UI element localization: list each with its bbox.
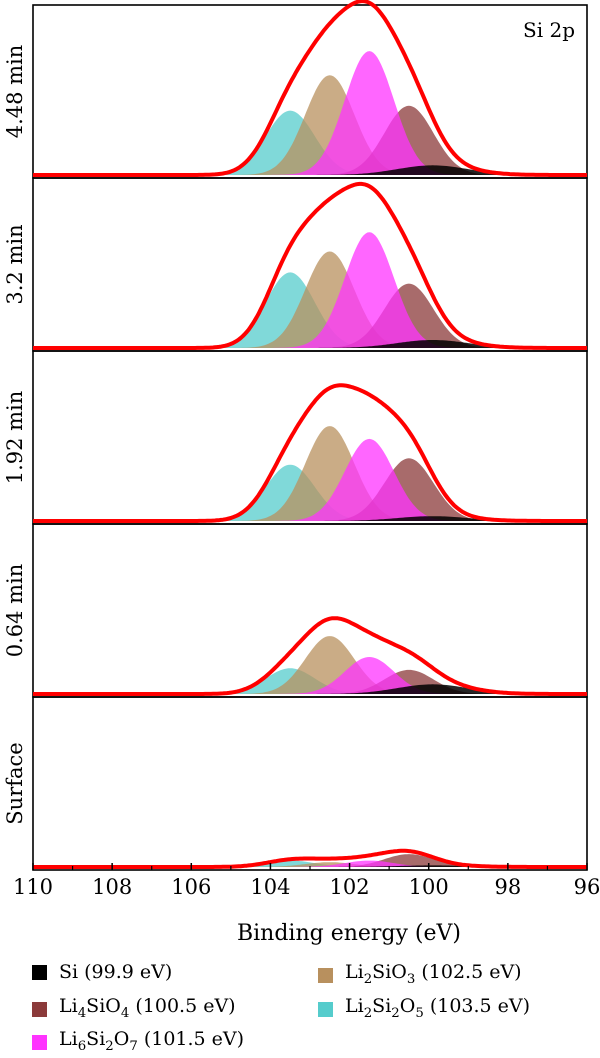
x-tick-label: 110	[13, 875, 53, 899]
panel-label: 0.64 min	[3, 564, 27, 658]
legend-label: Li6Si2O7 (101.5 eV)	[59, 1028, 245, 1054]
x-tick-label: 106	[171, 875, 211, 899]
legend-label: Si (99.9 eV)	[59, 961, 173, 983]
legend-swatch	[32, 1002, 47, 1018]
legend-swatch	[318, 968, 333, 984]
legend-item-li2si2o5: Li2Si2O5 (103.5 eV)	[318, 995, 530, 1025]
panel-frame	[32, 696, 588, 871]
panel-1: 4.48 min	[3, 0, 588, 179]
legend-label: Li2Si2O5 (103.5 eV)	[345, 995, 531, 1021]
peak-li2sio3	[33, 636, 587, 694]
x-axis-label: Binding energy (eV)	[237, 921, 461, 946]
peak-li2sio3	[33, 75, 587, 175]
panel-label: Surface	[3, 742, 27, 824]
peak-li4sio4	[33, 283, 587, 348]
panel-2: 3.2 min	[3, 177, 588, 352]
peak-li2sio3	[33, 251, 587, 348]
chart-title: Si 2p	[523, 18, 575, 42]
x-tick-label: 98	[494, 875, 521, 899]
legend-swatch	[32, 1035, 47, 1051]
peak-li2sio3	[33, 426, 587, 521]
panel-label: 4.48 min	[3, 45, 27, 139]
x-tick-label: 108	[92, 875, 132, 899]
envelope-line	[33, 0, 587, 177]
panel-5: Surface	[3, 696, 588, 871]
envelope-line	[33, 848, 587, 869]
peak-li4sio4	[33, 105, 587, 175]
x-tick-label: 100	[409, 875, 449, 899]
envelope-line	[33, 383, 587, 523]
x-tick-label: 104	[250, 875, 290, 899]
peak-li2sio3	[33, 862, 587, 867]
peak-si	[33, 165, 587, 175]
peak-si	[33, 516, 587, 521]
legend-swatch	[32, 964, 47, 980]
panel-3: 1.92 min	[3, 350, 588, 525]
panel-label: 1.92 min	[3, 391, 27, 485]
peak-si	[33, 340, 587, 348]
envelope-line	[33, 181, 587, 350]
x-tick-label: 96	[574, 875, 600, 899]
x-tick-label: 102	[330, 875, 370, 899]
legend-label: Li2SiO3 (102.5 eV)	[345, 961, 522, 987]
peak-si	[33, 865, 587, 867]
peak-li4sio4	[33, 458, 587, 521]
panel-label: 3.2 min	[3, 224, 27, 304]
legend-swatch	[318, 1002, 333, 1018]
panel-4: 0.64 min	[3, 523, 588, 698]
peak-si	[33, 684, 587, 694]
legend-item-li4sio4: Li4SiO4 (100.5 eV)	[32, 995, 236, 1025]
legend-item-si: Si (99.9 eV)	[32, 961, 172, 983]
envelope-line	[33, 616, 587, 696]
legend-item-li6si2o7: Li6Si2O7 (101.5 eV)	[32, 1028, 244, 1058]
legend-label: Li4SiO4 (100.5 eV)	[59, 995, 236, 1021]
legend-item-li2sio3: Li2SiO3 (102.5 eV)	[318, 961, 522, 991]
